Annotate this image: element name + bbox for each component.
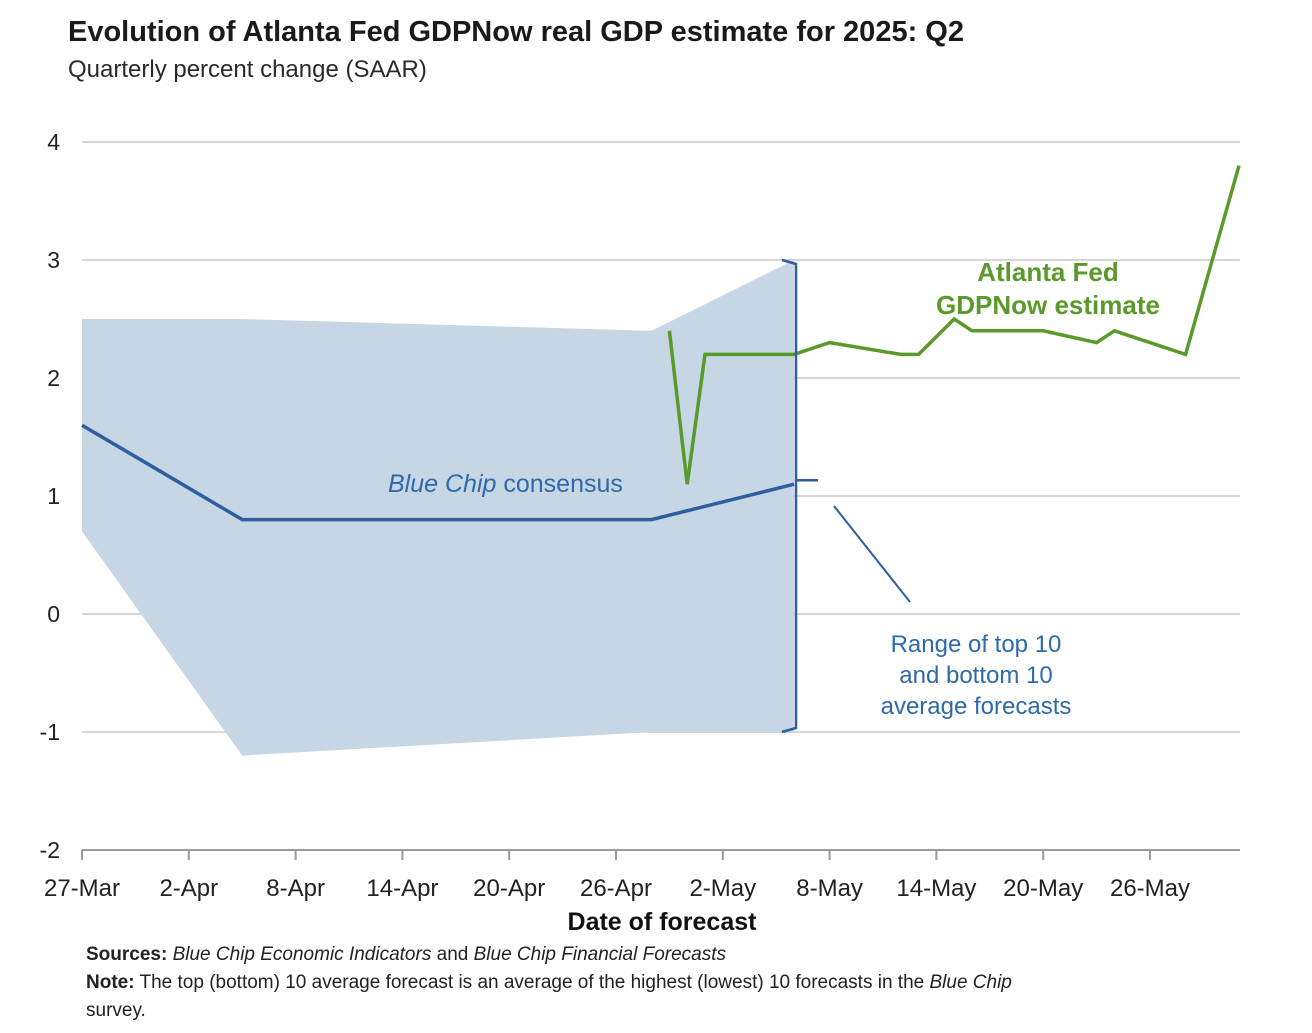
x-tick-label: 14-May — [896, 875, 976, 902]
x-axis-ticks: 27-Mar 2-Apr 8-Apr 14-Apr 20-Apr 26-Apr 2-May 8… — [44, 850, 1190, 902]
y-tick-label: 2 — [47, 365, 60, 391]
y-tick-label: 3 — [47, 247, 60, 273]
sources-label: Sources: — [86, 944, 168, 965]
range-label-line: average forecasts — [881, 693, 1072, 720]
note-label: Note: — [86, 972, 135, 993]
x-tick-label: 26-May — [1110, 875, 1190, 902]
y-tick-label: -1 — [40, 719, 60, 745]
x-tick-label: 20-May — [1003, 875, 1083, 902]
x-tick-label: 14-Apr — [366, 875, 438, 902]
sources-text-1: Blue Chip Economic Indicators — [172, 944, 432, 965]
x-tick-label: 8-Apr — [266, 875, 325, 902]
x-tick-label: 2-May — [689, 875, 756, 902]
x-tick-label: 20-Apr — [473, 875, 545, 902]
consensus-line — [81, 423, 795, 522]
note-text-italic: Blue Chip — [929, 972, 1012, 993]
gdpnow-label: Atlanta Fed GDPNow estimate — [936, 257, 1160, 320]
gdpnow-label-line: Atlanta Fed — [977, 257, 1119, 287]
y-tick-label: -2 — [40, 837, 60, 863]
consensus-label-italic: Blue Chip — [388, 470, 496, 498]
range-label-line: and bottom 10 — [899, 662, 1052, 689]
x-tick-label: 26-Apr — [580, 875, 652, 902]
range-label: Range of top 10 and bottom 10 average fore… — [881, 631, 1072, 720]
chart-subtitle: Quarterly percent change (SAAR) — [68, 56, 427, 83]
forecast-range-band — [82, 260, 794, 756]
x-tick-label: 2-Apr — [159, 875, 218, 902]
range-bracket — [781, 258, 798, 734]
consensus-label-rest: consensus — [496, 470, 622, 498]
range-label-line: Range of top 10 — [891, 631, 1062, 658]
note-text-1: The top (bottom) 10 average forecast is … — [134, 972, 930, 993]
y-tick-label: 0 — [47, 601, 60, 627]
y-tick-label: 1 — [47, 483, 60, 509]
x-tick-label: 8-May — [796, 875, 863, 902]
y-tick-label: 4 — [47, 129, 60, 155]
x-axis-label: Date of forecast — [568, 908, 758, 936]
y-axis-ticks: -2 -1 0 1 2 3 4 — [40, 129, 61, 863]
sources-text-2: Blue Chip Financial Forecasts — [473, 944, 726, 965]
consensus-label: Blue Chip consensus — [388, 470, 623, 498]
chart-area: -2 -1 0 1 2 3 4 27-Mar 2-Apr 8-Apr 14-Apr 20-Apr 26… — [40, 129, 1241, 936]
note-line: Note: The top (bottom) 10 average foreca… — [86, 972, 1012, 994]
gdpnow-line — [667, 165, 1241, 485]
sources-line: Sources: Blue Chip Economic Indicators a… — [86, 944, 726, 966]
x-tick-label: 27-Mar — [44, 875, 120, 902]
gdpnow-label-line: GDPNow estimate — [936, 290, 1160, 320]
note-line-2: survey. — [86, 1000, 146, 1021]
chart-title: Evolution of Atlanta Fed GDPNow real GDP… — [68, 16, 964, 48]
sources-and: and — [431, 944, 474, 965]
range-pointer-line — [833, 505, 911, 603]
